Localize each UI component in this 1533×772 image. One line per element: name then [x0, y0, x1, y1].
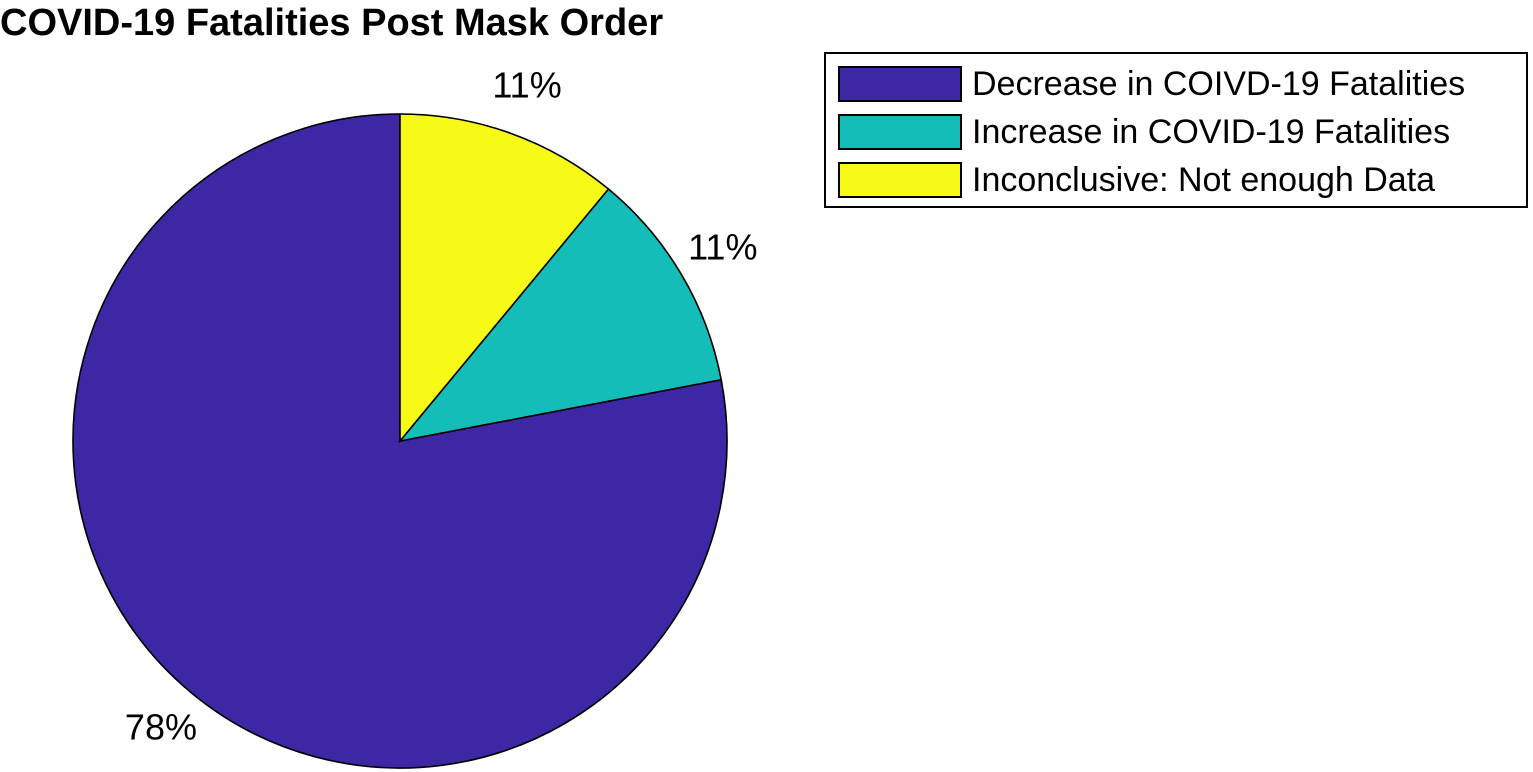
legend-swatch-increase — [838, 114, 962, 150]
legend-item-increase: Increase in COVID-19 Fatalities — [838, 112, 1450, 152]
legend-label-inconclusive: Inconclusive: Not enough Data — [972, 161, 1436, 199]
pie-labels: 78% 11% 11% — [125, 65, 758, 748]
pie-slice-increase — [397, 187, 723, 443]
pie-label-decrease: 78% — [125, 706, 197, 747]
pie-label-inconclusive: 11% — [492, 65, 561, 106]
pie-slices — [72, 113, 728, 769]
legend-item-inconclusive: Inconclusive: Not enough Data — [838, 160, 1435, 200]
legend-swatch-inconclusive — [838, 162, 962, 198]
legend-swatch-decrease — [838, 66, 962, 102]
pie-label-increase: 11% — [688, 227, 757, 268]
legend: Decrease in COIVD-19 Fatalities Increase… — [824, 52, 1528, 208]
pie-slice-decrease — [72, 113, 728, 769]
pie-slice-inconclusive — [399, 113, 610, 444]
chart-title: COVID-19 Fatalities Post Mask Order — [0, 2, 664, 44]
legend-item-decrease: Decrease in COIVD-19 Fatalities — [838, 64, 1465, 104]
legend-label-increase: Increase in COVID-19 Fatalities — [972, 113, 1451, 151]
legend-label-decrease: Decrease in COIVD-19 Fatalities — [972, 65, 1466, 103]
